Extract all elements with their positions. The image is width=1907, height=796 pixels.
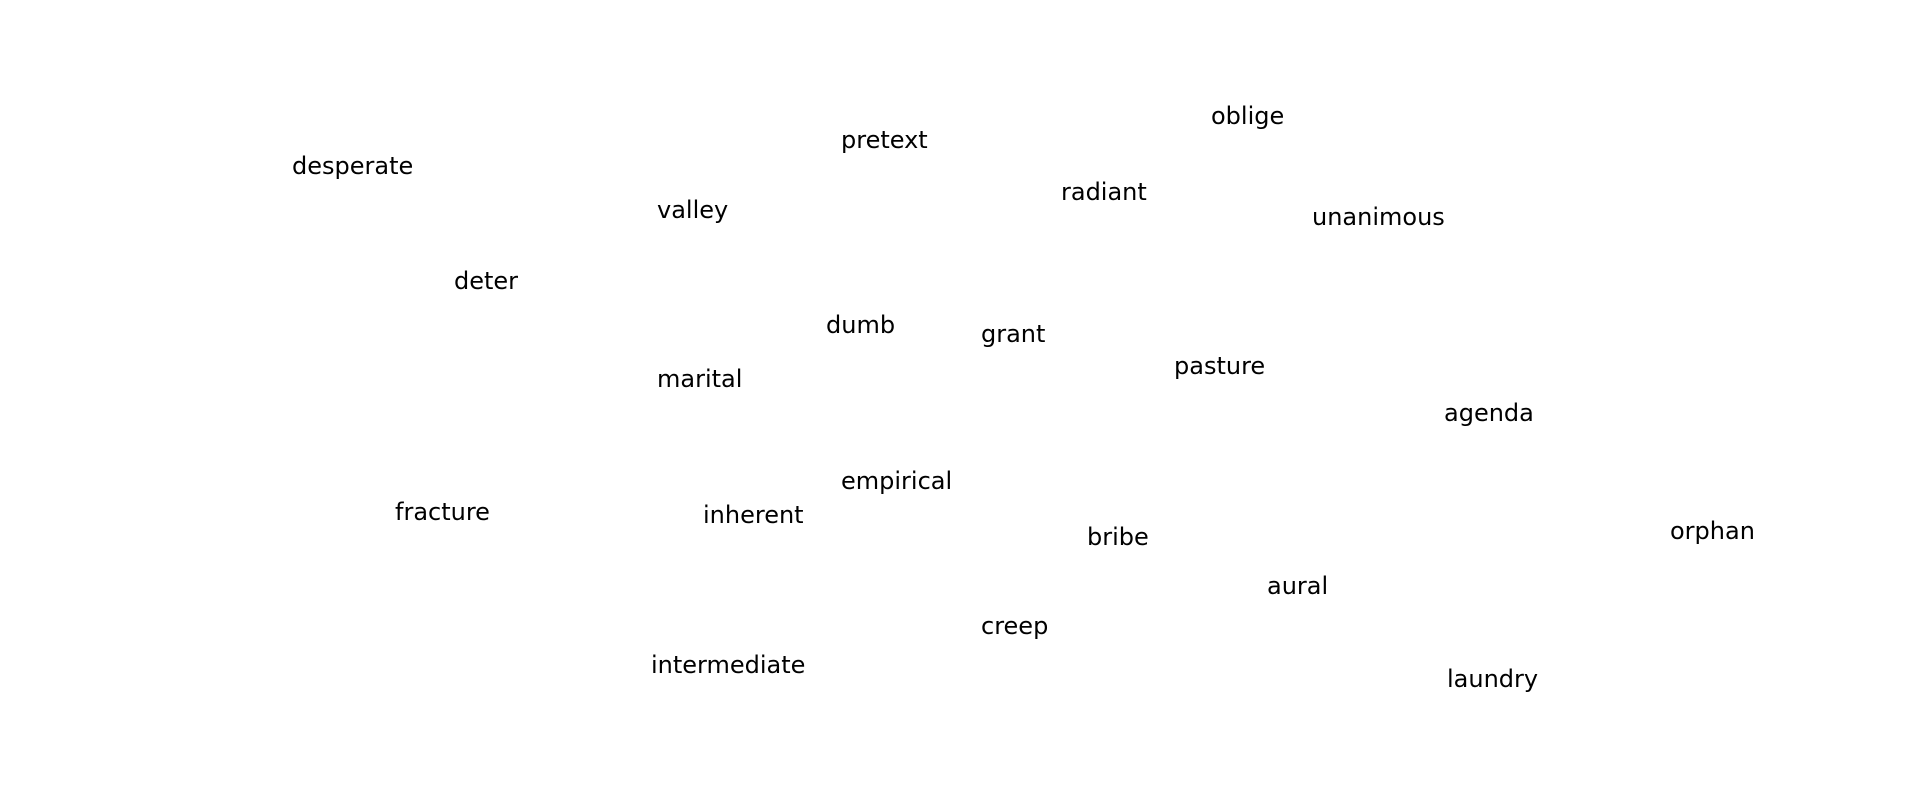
- word-unanimous: unanimous: [1312, 203, 1445, 231]
- word-pretext: pretext: [841, 126, 928, 154]
- word-inherent: inherent: [703, 501, 804, 529]
- word-bribe: bribe: [1087, 523, 1149, 551]
- word-valley: valley: [657, 196, 729, 224]
- word-oblige: oblige: [1211, 102, 1285, 130]
- word-radiant: radiant: [1061, 178, 1147, 206]
- word-deter: deter: [454, 267, 519, 295]
- word-intermediate: intermediate: [651, 651, 806, 679]
- word-marital: marital: [657, 365, 743, 393]
- word-fracture: fracture: [395, 498, 490, 526]
- word-grant: grant: [981, 320, 1046, 348]
- word-aural: aural: [1267, 572, 1329, 600]
- word-creep: creep: [981, 612, 1049, 640]
- word-empirical: empirical: [841, 467, 953, 495]
- word-desperate: desperate: [292, 152, 414, 180]
- word-agenda: agenda: [1444, 399, 1534, 427]
- word-pasture: pasture: [1174, 352, 1266, 380]
- word-dumb: dumb: [826, 311, 896, 339]
- word-laundry: laundry: [1447, 665, 1539, 693]
- word-orphan: orphan: [1670, 517, 1755, 545]
